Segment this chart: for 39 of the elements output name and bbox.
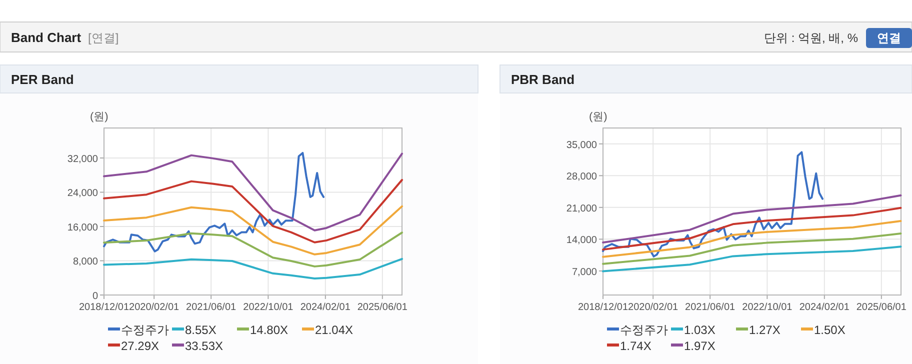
y-tick-label: 35,000 xyxy=(566,140,598,151)
legend-label: 수정주가 xyxy=(121,323,169,337)
x-tick-label: 2018/12/01 xyxy=(78,302,130,313)
legend-label: 21.04X xyxy=(315,323,354,337)
x-tick-label: 2020/02/01 xyxy=(628,302,679,313)
x-tick-label: 2020/02/01 xyxy=(129,302,180,313)
x-tick-label: 2024/02/01 xyxy=(799,302,850,313)
legend-label: 1.97X xyxy=(684,339,716,353)
x-tick-label: 2025/06/01 xyxy=(856,302,907,313)
legend-label: 27.29X xyxy=(121,339,160,353)
legend-label: 1.03X xyxy=(684,323,716,337)
x-tick-label: 2021/06/01 xyxy=(685,302,736,313)
legend-label: 8.55X xyxy=(185,323,216,337)
y-tick-label: 21,000 xyxy=(566,203,598,214)
chart-title: PER Band xyxy=(11,72,74,87)
legend-label: 14.80X xyxy=(250,323,288,337)
x-tick-label: 2018/12/01 xyxy=(578,302,628,313)
y-tick-label: 28,000 xyxy=(566,172,598,183)
x-tick-label: 2024/02/01 xyxy=(300,302,351,313)
y-tick-label: 32,000 xyxy=(67,154,98,165)
chart-title: PBR Band xyxy=(511,72,575,87)
y-tick-label: 0 xyxy=(92,291,98,302)
y-axis-title: (원) xyxy=(589,111,608,123)
legend-label: 1.27X xyxy=(749,323,780,337)
y-tick-label: 14,000 xyxy=(566,235,598,246)
x-tick-label: 2021/06/01 xyxy=(186,302,237,313)
y-tick-label: 7,000 xyxy=(572,266,598,278)
y-tick-label: 16,000 xyxy=(67,222,98,234)
x-tick-label: 2022/10/01 xyxy=(742,302,793,313)
legend-label: 수정주가 xyxy=(620,323,668,337)
legend-label: 1.50X xyxy=(814,323,846,337)
y-tick-label: 8,000 xyxy=(72,256,98,268)
x-tick-label: 2025/06/01 xyxy=(357,302,408,313)
legend-label: 33.53X xyxy=(185,339,224,353)
y-tick-label: 24,000 xyxy=(67,188,98,200)
y-axis-title: (원) xyxy=(90,111,108,123)
header: Band Chart [연결] 단위 : 억원, 배, % 연결 xyxy=(0,22,912,52)
x-tick-label: 2022/10/01 xyxy=(243,302,294,313)
legend-label: 1.74X xyxy=(620,339,652,353)
